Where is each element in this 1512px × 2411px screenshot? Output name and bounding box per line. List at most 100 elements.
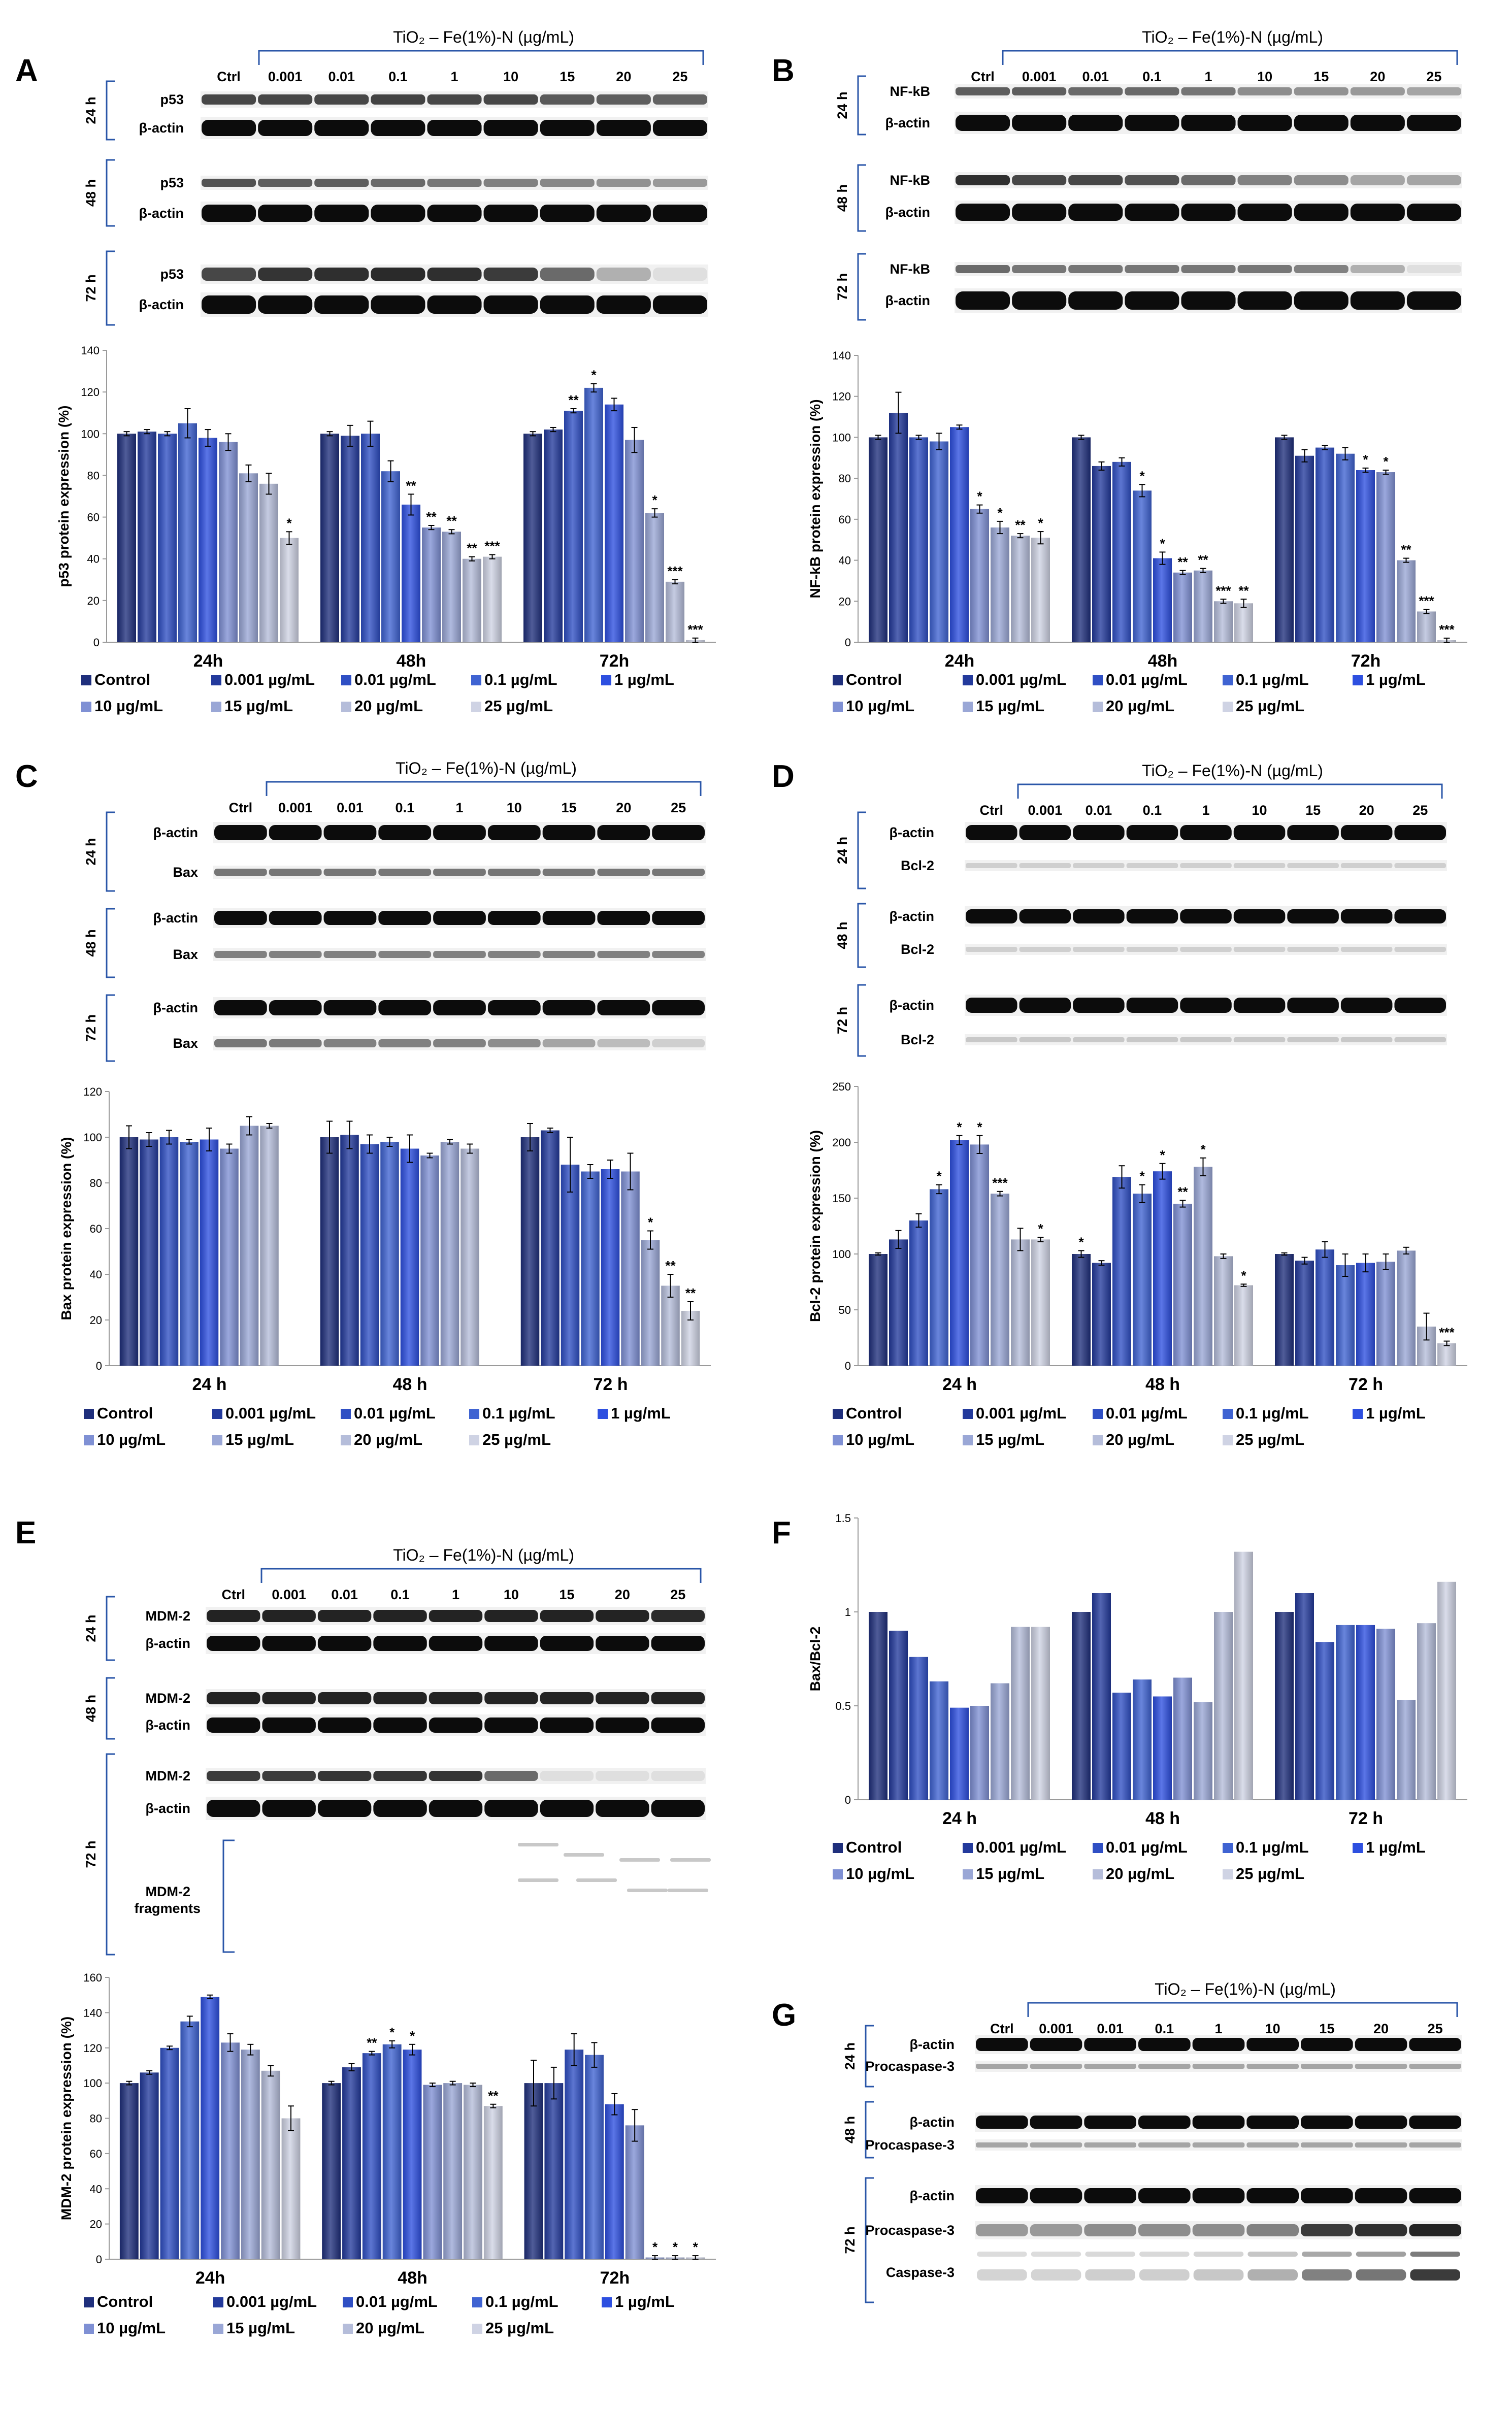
caspase-band	[977, 2269, 1027, 2281]
caspase-band	[1139, 2269, 1190, 2281]
bar-shade	[1173, 1204, 1192, 1366]
chart-b: 0 20 40 60 80 100 120 140 NF-kB protein expressi…	[807, 349, 1467, 715]
lane-label: 10	[503, 69, 518, 84]
blot-band	[429, 1718, 483, 1733]
blot-band	[433, 1039, 486, 1047]
bar-shade	[463, 558, 481, 642]
y-tick-label: 100	[832, 1248, 851, 1261]
legend-swatch	[211, 675, 221, 685]
bar-shade	[641, 1240, 660, 1366]
legend-swatch	[212, 1435, 222, 1445]
blot-band	[1394, 998, 1446, 1013]
lane-label: 0.1	[388, 69, 408, 84]
blot-band	[1125, 291, 1179, 310]
blot-band	[314, 179, 369, 187]
bar-shade	[520, 1137, 540, 1366]
blot-band	[1409, 2116, 1461, 2129]
blot-band	[484, 1718, 538, 1733]
bar-shade	[158, 434, 177, 642]
blot-band	[1138, 2116, 1191, 2129]
bar-shade	[970, 509, 989, 642]
significance-mark: **	[1177, 554, 1188, 570]
blot-band	[371, 179, 425, 187]
significance-mark: *	[1038, 515, 1043, 531]
blot-band	[314, 120, 369, 136]
lane-label: 0.001	[278, 800, 313, 815]
blot-band	[433, 869, 486, 876]
category-label: 48h	[398, 2268, 428, 2288]
significance-mark: *	[673, 2239, 678, 2255]
blot-band	[1355, 2188, 1407, 2203]
bar-shade	[400, 1148, 419, 1366]
time-label: 24 h	[83, 838, 98, 865]
significance-mark: **	[406, 478, 416, 493]
blot-band	[484, 1692, 538, 1704]
blot-band	[966, 998, 1017, 1013]
lane-label: Ctrl	[990, 2021, 1014, 2036]
legend-swatch	[84, 1435, 94, 1445]
band-label: p53	[160, 267, 184, 282]
time-bracket	[106, 159, 115, 227]
blot-band	[214, 1039, 267, 1047]
bar-shade	[403, 2050, 422, 2259]
blot-panel-c: TiO₂ – Fe(1%)-N (µg/mL) Ctrl 0.001 0.01 0.1 1…	[83, 759, 706, 1062]
bar-shade	[991, 1194, 1009, 1366]
legend-label: 25 µg/mL	[1236, 697, 1304, 715]
bar-shade	[581, 1171, 600, 1366]
blot-band	[1012, 265, 1067, 273]
legend-swatch	[469, 1435, 479, 1445]
significance-mark: *	[957, 1119, 962, 1135]
lane-label: 20	[1370, 69, 1385, 84]
y-tick-label: 0	[93, 636, 100, 649]
blot-band	[596, 94, 651, 105]
blot-band	[976, 2038, 1028, 2051]
time-label: 72 h	[83, 1014, 98, 1042]
blot-band	[262, 1610, 316, 1622]
caspase-band	[1193, 2269, 1244, 2281]
y-tick-label: 150	[832, 1192, 851, 1205]
legend-swatch	[84, 2297, 94, 2307]
blot-band	[258, 179, 313, 187]
fragment-band	[518, 1843, 558, 1846]
blot-band	[202, 295, 256, 314]
bar-shade	[1275, 437, 1294, 642]
significance-mark: *	[648, 1215, 653, 1230]
bar-shade	[565, 2050, 584, 2259]
blot-band	[269, 825, 322, 840]
time-bracket	[106, 811, 115, 892]
blot-band	[429, 1636, 483, 1651]
significance-mark: ***	[992, 1175, 1008, 1191]
bar-shade	[1397, 560, 1416, 642]
blot-band	[597, 951, 650, 958]
legend-swatch	[1223, 675, 1233, 685]
bar-shade	[1376, 1629, 1395, 1800]
blot-panel-a: TiO₂ – Fe(1%)-N (µg/mL) Ctrl 0.001 0.01 0.1 1…	[83, 28, 708, 326]
significance-mark: *	[693, 2239, 699, 2255]
bar-shade	[1295, 1261, 1314, 1366]
blot-band	[1068, 204, 1123, 221]
bar-shade	[320, 434, 339, 642]
blot-band	[976, 2188, 1028, 2203]
lane-label: 20	[1359, 803, 1374, 818]
blot-band	[378, 825, 432, 840]
bar-shade	[1072, 437, 1091, 642]
bar-shade	[1153, 558, 1172, 642]
bar-shade	[483, 556, 502, 642]
significance-mark: **	[1015, 517, 1026, 533]
band-label: MDM-2	[146, 1691, 191, 1706]
lane-label: 1	[1202, 803, 1209, 818]
lane-label: Ctrl	[229, 800, 253, 815]
blot-band	[1192, 2142, 1245, 2148]
bar-shade	[605, 404, 623, 642]
bar-shade	[1356, 470, 1375, 642]
time-bracket	[106, 1596, 115, 1661]
blot-band	[596, 1800, 649, 1817]
blot-band	[1294, 87, 1349, 95]
blot-band	[262, 1718, 316, 1733]
blot-band	[1246, 2142, 1299, 2148]
significance-mark: *	[1139, 468, 1145, 483]
blot-band	[317, 1636, 372, 1651]
fragment-band	[518, 1878, 558, 1882]
band-label: p53	[160, 92, 184, 107]
